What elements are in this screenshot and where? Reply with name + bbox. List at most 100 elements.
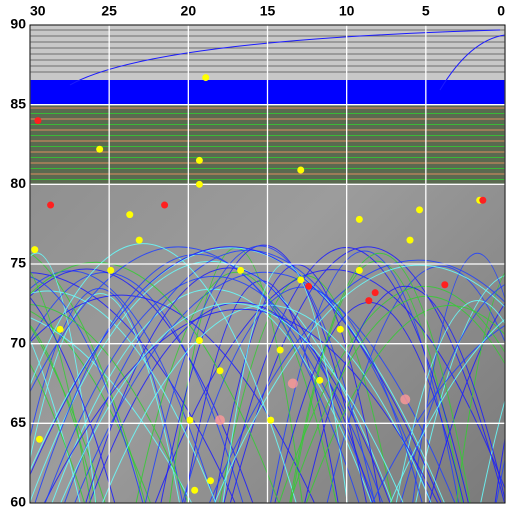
ground-track xyxy=(30,339,81,503)
ground-track xyxy=(88,302,391,503)
ground-track xyxy=(43,308,439,503)
ground-track xyxy=(208,259,505,503)
ground-track xyxy=(44,276,384,503)
ground-track xyxy=(51,288,373,503)
ground-track xyxy=(135,272,337,503)
point xyxy=(195,180,203,188)
point xyxy=(207,477,214,485)
ground-track xyxy=(144,245,376,503)
ground-track xyxy=(30,310,151,503)
ground-track xyxy=(400,284,505,503)
ground-track xyxy=(30,363,85,503)
ground-track xyxy=(30,272,236,503)
ground-track xyxy=(60,303,404,503)
x-tick-label: 20 xyxy=(181,3,197,19)
ground-track xyxy=(30,324,97,503)
map-background xyxy=(30,25,505,503)
point xyxy=(202,74,210,82)
point xyxy=(267,416,275,424)
point xyxy=(191,486,199,494)
point xyxy=(135,236,143,244)
x-tick-label: 0 xyxy=(497,3,505,19)
point xyxy=(161,201,169,209)
ground-track xyxy=(30,246,442,503)
ground-track xyxy=(456,271,505,503)
point xyxy=(237,266,245,274)
ground-track xyxy=(30,290,217,503)
point xyxy=(215,415,225,426)
points xyxy=(31,74,487,494)
point xyxy=(216,367,224,375)
point xyxy=(186,416,194,424)
ground-track xyxy=(439,34,505,91)
ground-track xyxy=(289,296,505,503)
ground-track xyxy=(389,318,505,503)
ground-track xyxy=(415,275,505,503)
ground-track xyxy=(289,252,471,503)
point xyxy=(355,215,363,223)
ground-track xyxy=(326,265,505,503)
point xyxy=(56,325,64,333)
point xyxy=(34,117,42,125)
x-tick-label: 5 xyxy=(422,3,430,19)
ground-track xyxy=(278,285,505,503)
point xyxy=(47,201,55,209)
y-tick-label: 90 xyxy=(10,16,26,32)
ground-track xyxy=(30,268,254,503)
point xyxy=(416,206,423,214)
ground-track xyxy=(214,264,505,503)
ground-track xyxy=(34,254,360,503)
point xyxy=(479,196,487,204)
point xyxy=(316,376,324,384)
point xyxy=(36,435,43,443)
point xyxy=(107,266,115,274)
point xyxy=(195,336,203,344)
ground-track xyxy=(184,280,339,503)
y-tick-label: 75 xyxy=(10,255,26,271)
point xyxy=(441,281,449,289)
ground-track xyxy=(74,272,456,503)
ground-track xyxy=(154,269,505,503)
ground-track xyxy=(30,270,92,503)
ground-track xyxy=(30,293,180,503)
ground-track xyxy=(85,267,373,503)
ground-track xyxy=(412,252,505,503)
point xyxy=(365,297,373,305)
ground-track xyxy=(30,272,244,503)
y-tick-label: 80 xyxy=(10,175,26,191)
ground-track xyxy=(30,325,106,503)
point xyxy=(195,156,203,164)
ground-track xyxy=(30,317,193,503)
x-tick-label: 25 xyxy=(101,3,117,19)
point xyxy=(371,289,379,297)
point xyxy=(355,266,363,274)
ground-track xyxy=(30,261,393,503)
point xyxy=(406,236,414,244)
x-tick-label: 10 xyxy=(339,3,355,19)
point xyxy=(31,246,39,254)
ground-track xyxy=(371,324,505,503)
ground-track xyxy=(101,304,432,503)
ground-track xyxy=(64,249,432,503)
point xyxy=(297,166,305,174)
point xyxy=(297,276,305,284)
ground-track xyxy=(30,252,146,503)
x-tick-label: 15 xyxy=(260,3,276,19)
y-tick-label: 70 xyxy=(10,334,26,350)
point xyxy=(96,145,104,153)
point xyxy=(336,325,344,333)
ground-track xyxy=(428,302,505,503)
point xyxy=(287,378,298,389)
ground-track xyxy=(30,262,280,503)
ground-track xyxy=(30,243,297,503)
plot-frame xyxy=(29,24,506,504)
ground-track xyxy=(305,305,505,503)
ground-track xyxy=(30,304,189,503)
point xyxy=(126,211,134,219)
point xyxy=(400,394,411,405)
ground-track xyxy=(30,294,315,503)
y-tick-label: 60 xyxy=(10,494,26,510)
point xyxy=(305,282,313,290)
